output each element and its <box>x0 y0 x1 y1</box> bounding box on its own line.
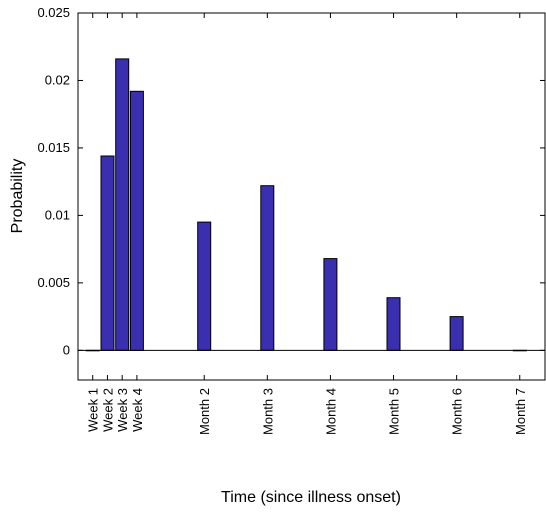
y-tick-label: 0.02 <box>45 72 70 87</box>
bar-month-5 <box>386 297 401 351</box>
bar-week-4 <box>129 90 144 351</box>
bar-month-4 <box>323 258 338 351</box>
bar-month-6 <box>449 316 464 351</box>
y-axis-title: Probability <box>9 159 26 234</box>
y-tick-label: 0.01 <box>45 207 70 222</box>
y-tick-label: 0.005 <box>37 275 70 290</box>
x-tick-label: Month 5 <box>387 388 402 435</box>
plot-area <box>78 13 545 380</box>
x-tick-label: Week 4 <box>130 388 145 432</box>
x-tick-label: Month 2 <box>197 388 212 435</box>
plot-frame <box>77 12 546 381</box>
x-tick-labels: Week 1 Week 2 Week 3 Week 4 Month 2 Month 3 Mo… <box>86 388 528 435</box>
bar-week-2 <box>100 155 115 351</box>
x-tick-label: Month 3 <box>260 388 275 435</box>
y-tick-labels: 0 0.005 0.01 0.015 0.02 0.025 <box>37 5 70 357</box>
bar-month-3 <box>260 185 275 351</box>
y-tick-label: 0 <box>63 342 70 357</box>
x-tick-label: Week 1 <box>86 388 101 432</box>
y-tick-label: 0.025 <box>37 5 70 20</box>
y-tick-label: 0.015 <box>37 140 70 155</box>
x-tick-label: Month 6 <box>450 388 465 435</box>
bar-month-2 <box>197 221 212 351</box>
x-tick-label: Week 3 <box>115 388 130 432</box>
x-tick-label: Month 4 <box>323 388 338 435</box>
bars-group <box>85 58 527 352</box>
x-tick-label: Month 7 <box>513 388 528 435</box>
x-axis-title: Time (since illness onset) <box>221 489 401 506</box>
x-tick-label: Week 2 <box>100 388 115 432</box>
bar-week-3 <box>115 58 130 351</box>
